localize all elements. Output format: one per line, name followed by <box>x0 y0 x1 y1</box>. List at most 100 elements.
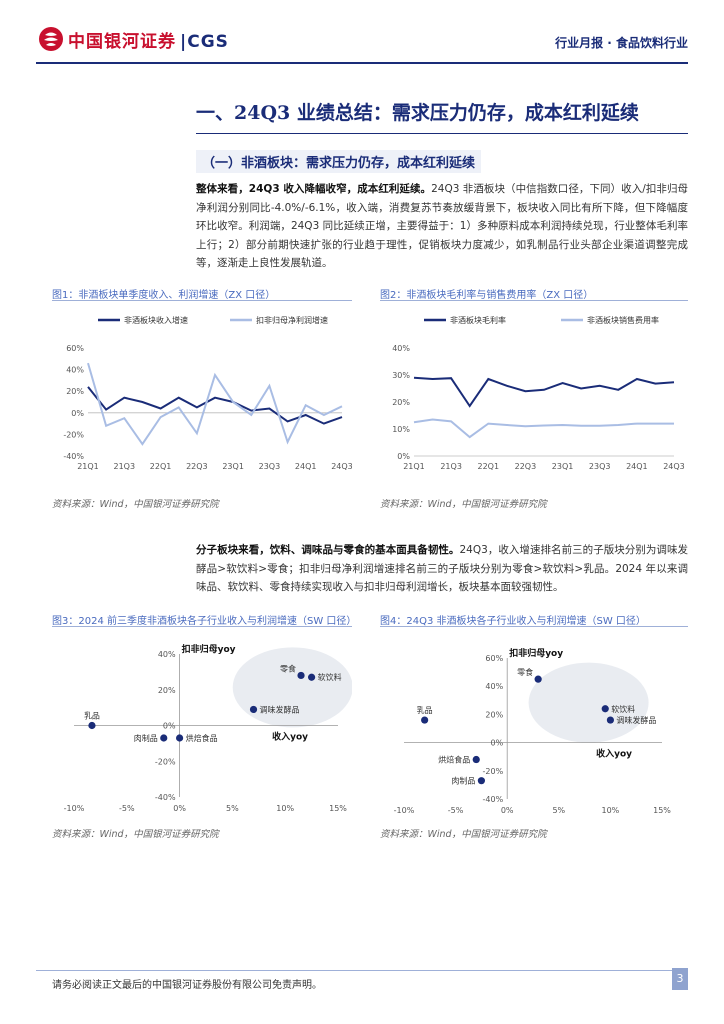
fig1-x-tick: 23Q1 <box>222 462 244 471</box>
report-type: 行业月报 · 食品饮料行业 <box>555 36 688 50</box>
fig3-point-label: 软饮料 <box>318 672 342 682</box>
fig2-y-tick: 30% <box>392 371 410 380</box>
fig4-x-tick: 0% <box>501 806 514 815</box>
fig1-series-line-0 <box>87 386 343 425</box>
fig4-y-tick: 60% <box>485 654 503 663</box>
fig4-point <box>472 755 480 764</box>
fig4-point-label: 软饮料 <box>611 704 635 714</box>
fig3-y-tick: -40% <box>155 793 176 802</box>
fig4-point-label: 调味发酵品 <box>616 715 656 725</box>
fig4-point <box>477 777 485 785</box>
fig4-point <box>606 716 614 724</box>
fig1-source: 资料来源：Wind，中国银河证券研究院 <box>52 499 219 510</box>
fig3-x-tick: -10% <box>64 804 85 813</box>
fig1-legend-label: 非酒板块收入增速 <box>124 315 188 325</box>
section-divider <box>196 133 688 134</box>
fig1-y-tick: -40% <box>63 452 84 461</box>
fig1-y-tick: 40% <box>66 366 84 375</box>
fig2-y-tick: 20% <box>392 398 410 407</box>
fig3-point <box>297 671 305 680</box>
fig1-x-tick: 22Q3 <box>186 462 208 471</box>
page-number: 3 <box>672 968 688 990</box>
fig2-y-tick: 40% <box>392 344 410 353</box>
fig3-y-tick: 40% <box>158 650 176 659</box>
fig3-y-tick: 0% <box>163 722 176 731</box>
fig2-legend-label: 非酒板块毛利率 <box>450 315 506 325</box>
paragraph2-body: 24Q3，收入增速排名前三的子版块分别为调味发酵品>软饮料>零食；扣非归母净利润… <box>196 544 689 593</box>
fig3-point-label: 乳品 <box>84 711 100 721</box>
fig3-highlight-region <box>232 647 352 728</box>
fig4-x-tick: -5% <box>448 806 464 815</box>
fig4-point <box>601 705 609 713</box>
brand-name-cn: 中国银河证券 <box>68 32 176 52</box>
fig4-x-axis-title: 收入yoy <box>596 748 632 760</box>
subsection-title: （一）非酒板块：需求压力仍存，成本红利延续 <box>196 150 482 173</box>
fig1-title: 图1：非酒板块单季度收入、利润增速（ZX 口径） <box>52 290 276 301</box>
fig1-x-tick: 22Q1 <box>150 462 172 471</box>
fig4-top-rule <box>380 626 688 628</box>
fig3-title: 图3：2024 前三季度非酒板块各子行业收入与利润增速（SW 口径） <box>52 616 357 627</box>
fig1-x-tick: 21Q3 <box>113 462 135 471</box>
fig3-point-label: 烘焙食品 <box>186 733 218 743</box>
fig2-x-tick: 23Q3 <box>589 462 611 471</box>
fig4-y-axis-title: 扣非归母yoy <box>509 647 563 659</box>
fig4-y-tick: -40% <box>483 795 504 804</box>
fig2-title: 图2：非酒板块毛利率与销售费用率（ZX 口径） <box>380 290 594 301</box>
fig4-x-tick: 15% <box>653 806 671 815</box>
fig2-series-line-0 <box>413 376 675 408</box>
fig3-x-tick: -5% <box>119 804 135 813</box>
fig3-point <box>176 734 184 742</box>
fig2-top-rule <box>380 300 688 302</box>
fig1-legend-label: 扣非归母净利润增速 <box>256 315 328 325</box>
fig2-x-tick: 22Q1 <box>477 462 499 471</box>
fig2-x-tick: 24Q1 <box>626 462 648 471</box>
fig1-x-tick: 21Q1 <box>77 462 99 471</box>
fig4-y-tick: 20% <box>485 710 503 719</box>
fig3-x-tick: 10% <box>276 804 294 813</box>
fig4-source: 资料来源：Wind，中国银河证券研究院 <box>380 829 547 840</box>
fig3-y-axis-title: 扣非归母yoy <box>182 643 236 655</box>
fig1-line-chart: 非酒板块收入增速 扣非归母净利润增速 60% 40% 20% 0% -20% -40%21Q1… <box>63 315 352 471</box>
fig3-top-rule <box>52 626 352 628</box>
header-divider <box>36 62 688 64</box>
brand-name: 中国银河证券 |CGS <box>68 32 229 52</box>
fig4-highlight-region <box>528 662 649 743</box>
brand-logo-icon <box>39 27 63 51</box>
fig2-x-tick: 21Q1 <box>403 462 425 471</box>
fig2-x-tick: 24Q3 <box>663 462 685 471</box>
footer-disclaimer: 请务必阅读正文最后的中国银河证券股份有限公司免责声明。 <box>52 980 322 991</box>
fig4-y-tick: 0% <box>490 739 503 748</box>
fig3-point-label: 调味发酵品 <box>260 704 300 714</box>
fig4-point <box>534 675 542 683</box>
fig3-point <box>160 734 168 742</box>
fig3-x-tick: 5% <box>226 804 239 813</box>
fig3-point <box>249 705 258 714</box>
fig4-y-tick: 40% <box>485 682 503 691</box>
fig3-y-tick: 20% <box>158 686 176 695</box>
fig4-y-tick: -20% <box>483 767 504 776</box>
fig1-x-tick: 24Q1 <box>295 462 317 471</box>
fig2-x-tick: 23Q1 <box>552 462 574 471</box>
paragraph-lead: 整体来看，24Q3 收入降幅收窄，成本红利延续。 <box>196 183 432 195</box>
fig1-x-tick: 23Q3 <box>259 462 281 471</box>
fig4-point-label: 肉制品 <box>451 776 475 786</box>
fig1-top-rule <box>52 300 352 302</box>
fig4-title: 图4：24Q3 非酒板块各子行业收入与利润增速（SW 口径） <box>380 616 646 627</box>
fig4-x-tick: 10% <box>602 806 620 815</box>
fig3-point <box>308 673 316 681</box>
brand-name-en: CGS <box>187 32 229 52</box>
fig1-y-tick: 20% <box>66 387 84 396</box>
fig4-point <box>421 716 429 724</box>
fig3-point <box>88 721 96 730</box>
fig4-x-tick: -10% <box>394 806 415 815</box>
fig2-source: 资料来源：Wind，中国银河证券研究院 <box>380 499 547 510</box>
paragraph2-lead: 分子板块来看，饮料、调味品与零食的基本面具备韧性。 <box>196 544 460 556</box>
fig1-series-line-1 <box>87 362 343 446</box>
fig2-series-line-1 <box>413 418 674 439</box>
section-title: 一、24Q3 业绩总结：需求压力仍存，成本红利延续 <box>196 102 639 124</box>
fig1-y-tick: 60% <box>66 344 84 353</box>
fig3-y-tick: -20% <box>155 757 176 766</box>
paragraph-body: 24Q3 非酒板块（中信指数口径，下同）收入/扣非归母净利润分别同比-4.0%/… <box>196 183 689 269</box>
fig2-legend-label: 非酒板块销售费用率 <box>587 315 659 325</box>
paragraph-overall: 整体来看，24Q3 收入降幅收窄，成本红利延续。24Q3 非酒板块（中信指数口径… <box>196 180 688 273</box>
